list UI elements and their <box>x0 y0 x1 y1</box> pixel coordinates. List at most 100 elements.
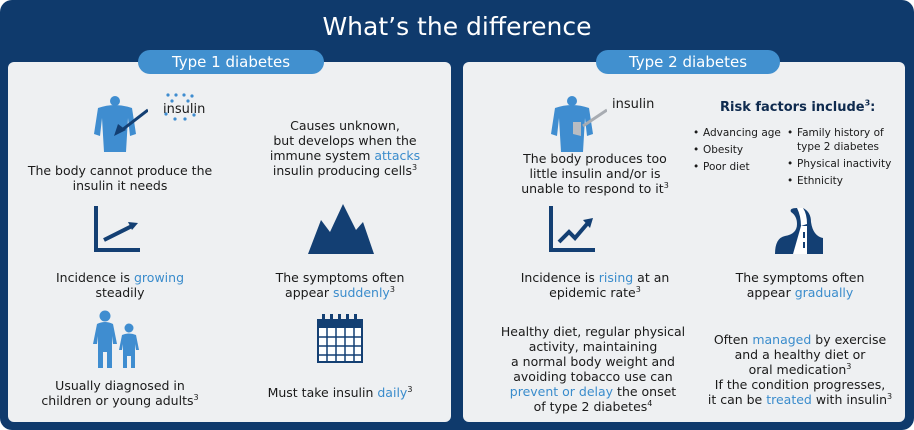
type2-healthy-f: of type 2 diabetes <box>533 399 648 414</box>
growth-chart-icon <box>94 206 140 252</box>
type2-incidence-sup: 3 <box>635 284 641 294</box>
risk-item: Advancing age <box>693 126 785 140</box>
type2-incidence-a: Incidence is <box>520 270 599 285</box>
human-body-icon <box>94 96 148 152</box>
type1-causes-line3: immune system attacks <box>245 148 445 163</box>
type2-incidence-rising: rising <box>598 270 634 285</box>
type2-healthy-line5: prevent or delay the onset <box>478 384 708 399</box>
type1-header: Type 1 diabetes <box>138 50 324 74</box>
type2-body-line3: unable to respond to it3 <box>495 181 695 196</box>
rising-chart-icon <box>549 206 595 252</box>
type2-incidence-line1: Incidence is rising at an <box>495 270 695 285</box>
type1-diagnosed-sup: 3 <box>193 392 199 402</box>
human-body-icon-type2 <box>551 96 607 152</box>
type1-incidence-growing: growing <box>134 270 184 285</box>
risk-factors-col2: Family history of type 2 diabetes Physic… <box>787 126 899 191</box>
type1-incidence-line1: Incidence is growing <box>20 270 220 285</box>
type1-body-text-span: The body cannot produce the insulin it n… <box>27 163 213 193</box>
type2-body-line2: little insulin and/or is <box>529 166 661 181</box>
risk-item: Obesity <box>693 143 785 157</box>
type2-symptoms-appear: appear <box>746 285 795 300</box>
type1-daily-sup: 3 <box>407 384 413 394</box>
type1-panel <box>8 62 451 422</box>
type1-incidence-a: Incidence is <box>56 270 134 285</box>
type2-managed-treated: treated <box>766 392 812 407</box>
type1-symptoms-text: The symptoms often appear suddenly3 <box>240 270 440 300</box>
type1-diagnosed-text: Usually diagnosed in children or young a… <box>20 378 220 408</box>
type1-body-text: The body cannot produce the insulin it n… <box>20 163 220 193</box>
type1-causes-attacks: attacks <box>374 148 421 163</box>
risk-item: Poor diet <box>693 160 785 174</box>
type2-managed-line2: and a healthy diet or <box>734 347 866 362</box>
type1-symptoms-sup: 3 <box>389 284 395 294</box>
type2-managed-a1: Often <box>713 332 753 347</box>
type2-healthy-prevent: prevent or delay <box>509 384 614 399</box>
sudden-peaks-icon <box>308 204 374 254</box>
children-icon <box>93 310 139 368</box>
type1-causes-line3a: immune system <box>269 148 375 163</box>
type2-incidence-line2: epidemic rate3 <box>495 285 695 300</box>
type2-incidence-text: Incidence is rising at an epidemic rate3 <box>495 270 695 300</box>
type2-healthy-sup: 4 <box>647 398 653 408</box>
type2-healthy-line2: activity, maintaining <box>528 339 658 354</box>
type2-managed-line3: oral medication3 <box>694 362 906 377</box>
risk-item: Physical inactivity <box>787 157 899 171</box>
type2-header: Type 2 diabetes <box>596 50 780 74</box>
type1-daily-text: Must take insulin daily3 <box>240 385 440 400</box>
type1-insulin-label: insulin <box>163 102 206 117</box>
type1-causes-line2: but develops when the <box>273 133 417 148</box>
type1-symptoms-suddenly: suddenly <box>333 285 390 300</box>
type2-healthy-text: Healthy diet, regular physical activity,… <box>478 324 708 414</box>
type2-symptoms-text: The symptoms often appear gradually <box>700 270 900 300</box>
type2-body-text: The body produces too little insulin and… <box>495 151 695 196</box>
type1-causes-line1: Causes unknown, <box>290 118 400 133</box>
type2-symptoms-line2: appear gradually <box>700 285 900 300</box>
type1-symptoms-line1: The symptoms often <box>275 270 405 285</box>
calendar-icon <box>317 314 363 363</box>
type2-managed-a2: by exercise <box>811 332 887 347</box>
type2-managed-e-sup: 3 <box>887 391 893 401</box>
type2-managed-c-sup: 3 <box>846 361 852 371</box>
type2-managed-hl: managed <box>752 332 812 347</box>
type2-body-sup: 3 <box>663 180 669 190</box>
risk-factors-sup: 3 <box>864 98 871 108</box>
type2-symptoms-line1: The symptoms often <box>735 270 865 285</box>
risk-item: Family history of type 2 diabetes <box>787 126 899 154</box>
type1-causes-sup: 3 <box>412 162 418 172</box>
risk-factors-title: Risk factors include3: <box>720 98 876 115</box>
type2-incidence-b: at an <box>633 270 670 285</box>
type2-healthy-line1: Healthy diet, regular physical <box>500 324 686 339</box>
insulin-dots-icon <box>164 93 196 121</box>
type2-managed-e1: it can be <box>707 392 767 407</box>
type2-panel <box>463 62 905 422</box>
type2-symptoms-gradually: gradually <box>794 285 854 300</box>
type1-daily-a: Must take insulin <box>267 385 378 400</box>
gradual-road-icon <box>775 208 823 254</box>
type2-managed-line5: it can be treated with insulin3 <box>694 392 906 407</box>
risk-factors-col1: Advancing age Obesity Poor diet <box>693 126 785 177</box>
page-title: What’s the difference <box>322 12 592 41</box>
type2-managed-e2: with insulin <box>811 392 888 407</box>
type2-managed-line1: Often managed by exercise <box>694 332 906 347</box>
type2-insulin-label: insulin <box>612 97 655 112</box>
type1-symptoms-appear: appear <box>285 285 334 300</box>
type1-diagnosed-line2: children or young adults3 <box>20 393 220 408</box>
type2-body-line1: The body produces too <box>523 151 667 166</box>
type2-managed-text: Often managed by exercise and a healthy … <box>694 332 906 407</box>
type1-daily-hl: daily <box>377 385 408 400</box>
type1-causes-text: Causes unknown, but develops when the im… <box>245 118 445 178</box>
type2-healthy-line4: avoiding tobacco use can <box>513 369 673 384</box>
type1-causes-line4a: insulin producing cells <box>272 163 413 178</box>
type2-incidence-c: epidemic rate <box>549 285 636 300</box>
risk-item: Ethnicity <box>787 174 899 188</box>
type1-incidence-text: Incidence is growing steadily <box>20 270 220 300</box>
type2-healthy-line3: a normal body weight and <box>511 354 675 369</box>
type2-managed-line4: If the condition progresses, <box>714 377 886 392</box>
type1-diagnosed-line1: Usually diagnosed in <box>55 378 185 393</box>
type2-healthy-e: the onset <box>613 384 677 399</box>
risk-factors-title-text: Risk factors include <box>720 100 865 115</box>
type1-symptoms-line2: appear suddenly3 <box>240 285 440 300</box>
type1-diagnosed-b: children or young adults <box>41 393 194 408</box>
type2-healthy-line6: of type 2 diabetes4 <box>478 399 708 414</box>
type1-causes-line4: insulin producing cells3 <box>245 163 445 178</box>
